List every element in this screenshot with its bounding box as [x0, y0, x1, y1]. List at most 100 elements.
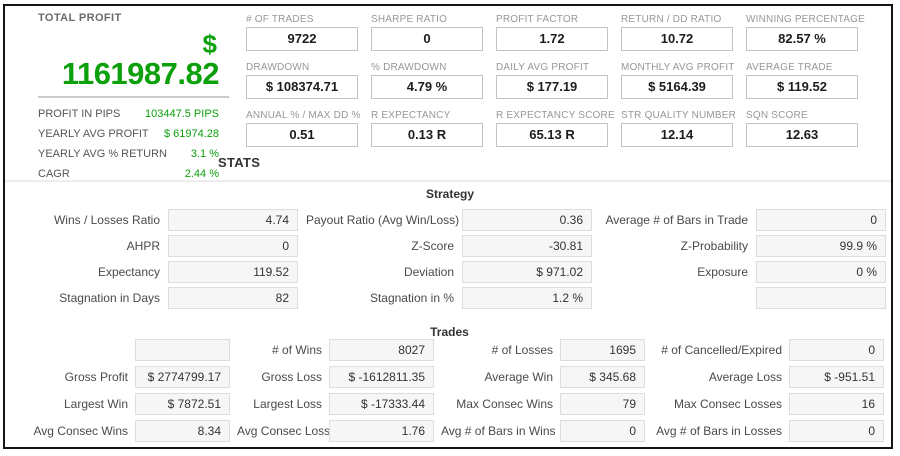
trades-stat-label: Gross Loss — [261, 370, 322, 384]
strategy-stat-label: Stagnation in Days — [59, 291, 160, 305]
left-panel-metrics: PROFIT IN PIPS 103447.5 PIPS YEARLY AVG … — [38, 104, 229, 184]
total-profit-panel: TOTAL PROFIT $ 1161987.82 PROFIT IN PIPS… — [38, 12, 229, 184]
trades-section: Trades # of Wins 8027 # of Losses 1695 # of … — [15, 325, 884, 442]
top-stat-value-box: 1.72 — [496, 27, 608, 51]
trades-stat-value-box: 1695 — [560, 339, 645, 361]
stats-section-divider — [5, 180, 891, 182]
strategy-stat-label: Z-Probability — [680, 239, 748, 253]
strategy-stat-label: Z-Score — [411, 239, 454, 253]
strategy-section: Strategy Wins / Losses Ratio 4.74 Payout R… — [14, 187, 886, 309]
strategy-stat-label: Stagnation in % — [369, 291, 454, 305]
strategy-stat-label: Average # of Bars in Trade — [605, 213, 748, 227]
trades-stat-label: Average Win — [484, 370, 553, 384]
top-stat-cell: R EXPECTANCY 0.13 R — [371, 110, 483, 147]
top-stat-label: MONTHLY AVG PROFIT — [621, 62, 735, 73]
stats-heading: STATS — [218, 155, 261, 170]
top-stat-label: R EXPECTANCY — [371, 110, 451, 121]
trades-stat-value-box: $ 345.68 — [560, 366, 645, 388]
trades-stat-value-box: $ -1612811.35 — [329, 366, 434, 388]
top-stat-value-box: $ 5164.39 — [621, 75, 733, 99]
top-stat-label: R EXPECTANCY SCORE — [496, 110, 615, 121]
top-stat-label: PROFIT FACTOR — [496, 14, 579, 25]
top-stat-value-box: 0.51 — [246, 123, 358, 147]
strategy-stat-value-box: 99.9 % — [756, 235, 886, 257]
top-stat-label: WINNING PERCENTAGE — [746, 14, 865, 25]
top-stat-label: DAILY AVG PROFIT — [496, 62, 590, 73]
metric-value: $ 61974.28 — [163, 128, 219, 140]
trades-stat-value-box: 0 — [789, 339, 884, 361]
strategy-stat-label: Deviation — [403, 265, 454, 279]
strategy-stat-label: Wins / Losses Ratio — [53, 213, 160, 227]
top-stat-cell: % DRAWDOWN 4.79 % — [371, 62, 483, 99]
trades-table: # of Wins 8027 # of Losses 1695 # of Cancell… — [15, 339, 884, 442]
trades-stat-label: Avg Consec Wins — [33, 424, 128, 438]
metric-row-yearly-avg-profit: YEARLY AVG PROFIT $ 61974.28 — [38, 124, 229, 144]
total-profit-value: 1161987.82 — [61, 56, 220, 91]
top-stat-cell: DRAWDOWN $ 108374.71 — [246, 62, 358, 99]
top-stat-cell: MONTHLY AVG PROFIT $ 5164.39 — [621, 62, 735, 99]
metric-label: YEARLY AVG PROFIT — [38, 128, 149, 140]
top-stat-cell: WINNING PERCENTAGE 82.57 % — [746, 14, 865, 51]
top-stat-cell: RETURN / DD RATIO 10.72 — [621, 14, 733, 51]
top-stat-cell: # OF TRADES 9722 — [246, 14, 358, 51]
trades-stat-label — [15, 339, 128, 361]
trades-stat-value-box: $ 7872.51 — [135, 393, 230, 415]
strategy-stat-value-box — [756, 287, 886, 309]
top-stat-value-box: $ 108374.71 — [246, 75, 358, 99]
trades-stat-value-box: $ 2774799.17 — [135, 366, 230, 388]
strategy-stat-value-box: 4.74 — [168, 209, 298, 231]
left-panel-divider — [38, 96, 229, 98]
strategy-stat-value-box: 0.36 — [462, 209, 592, 231]
strategy-table: Wins / Losses Ratio 4.74 Payout Ratio (Avg… — [14, 209, 886, 309]
trades-stat-label: Largest Win — [63, 397, 128, 411]
top-stat-value-box: 10.72 — [621, 27, 733, 51]
top-stat-value-box: 0 — [371, 27, 483, 51]
trades-heading: Trades — [430, 325, 469, 339]
trades-stat-label: Max Consec Losses — [673, 397, 782, 411]
metric-value: 3.1 % — [190, 148, 219, 160]
trades-stat-value-box: 16 — [789, 393, 884, 415]
top-stat-label: RETURN / DD RATIO — [621, 14, 722, 25]
strategy-stat-value-box: 1.2 % — [462, 287, 592, 309]
strategy-stat-value-box: 0 % — [756, 261, 886, 283]
trades-stat-label: Average Loss — [708, 370, 782, 384]
metric-row-profit-in-pips: PROFIT IN PIPS 103447.5 PIPS — [38, 104, 229, 124]
strategy-stat-label: AHPR — [126, 239, 160, 253]
currency-symbol: $ — [202, 29, 217, 59]
top-stat-cell: AVERAGE TRADE $ 119.52 — [746, 62, 858, 99]
strategy-heading: Strategy — [425, 187, 475, 201]
top-stat-label: ANNUAL % / MAX DD % — [246, 110, 361, 121]
trades-stat-label: Largest Loss — [253, 397, 322, 411]
trades-stat-label: Avg # of Bars in Losses — [656, 424, 782, 438]
top-stat-value-box: 0.13 R — [371, 123, 483, 147]
strategy-stat-label: Expectancy — [97, 265, 160, 279]
metric-row-cagr: CAGR 2.44 % — [38, 164, 229, 184]
top-stat-label: SHARPE RATIO — [371, 14, 448, 25]
metric-label: YEARLY AVG % RETURN — [38, 148, 167, 160]
top-stat-value-box: 82.57 % — [746, 27, 858, 51]
top-stat-value-box: $ 177.19 — [496, 75, 608, 99]
metric-row-yearly-avg-return: YEARLY AVG % RETURN 3.1 % — [38, 144, 229, 164]
metric-label: CAGR — [38, 168, 70, 180]
trades-stat-value-box: 1.76 — [329, 420, 434, 442]
strategy-stat-value-box: 82 — [168, 287, 298, 309]
trades-stat-value-box: 0 — [789, 420, 884, 442]
top-stat-cell: R EXPECTANCY SCORE 65.13 R — [496, 110, 615, 147]
trades-stat-value-box — [135, 339, 230, 361]
top-stat-cell: STR QUALITY NUMBER 12.14 — [621, 110, 736, 147]
top-stat-label: AVERAGE TRADE — [746, 62, 833, 73]
top-stat-label: # OF TRADES — [246, 14, 314, 25]
top-stat-cell: ANNUAL % / MAX DD % 0.51 — [246, 110, 361, 147]
top-stat-label: SQN SCORE — [746, 110, 808, 121]
strategy-stat-label: Payout Ratio (Avg Win/Loss) — [306, 213, 460, 227]
trades-stat-value-box: 79 — [560, 393, 645, 415]
trades-stat-value-box: 8027 — [329, 339, 434, 361]
strategy-stat-label — [600, 287, 748, 309]
trades-stat-label: Avg # of Bars in Wins — [441, 424, 556, 438]
top-stat-cell: SHARPE RATIO 0 — [371, 14, 483, 51]
metric-value: 2.44 % — [184, 168, 219, 180]
top-stat-value-box: 12.14 — [621, 123, 733, 147]
trades-stat-label: Max Consec Wins — [456, 397, 553, 411]
strategy-stat-value-box: -30.81 — [462, 235, 592, 257]
metric-value: 103447.5 PIPS — [144, 108, 219, 120]
